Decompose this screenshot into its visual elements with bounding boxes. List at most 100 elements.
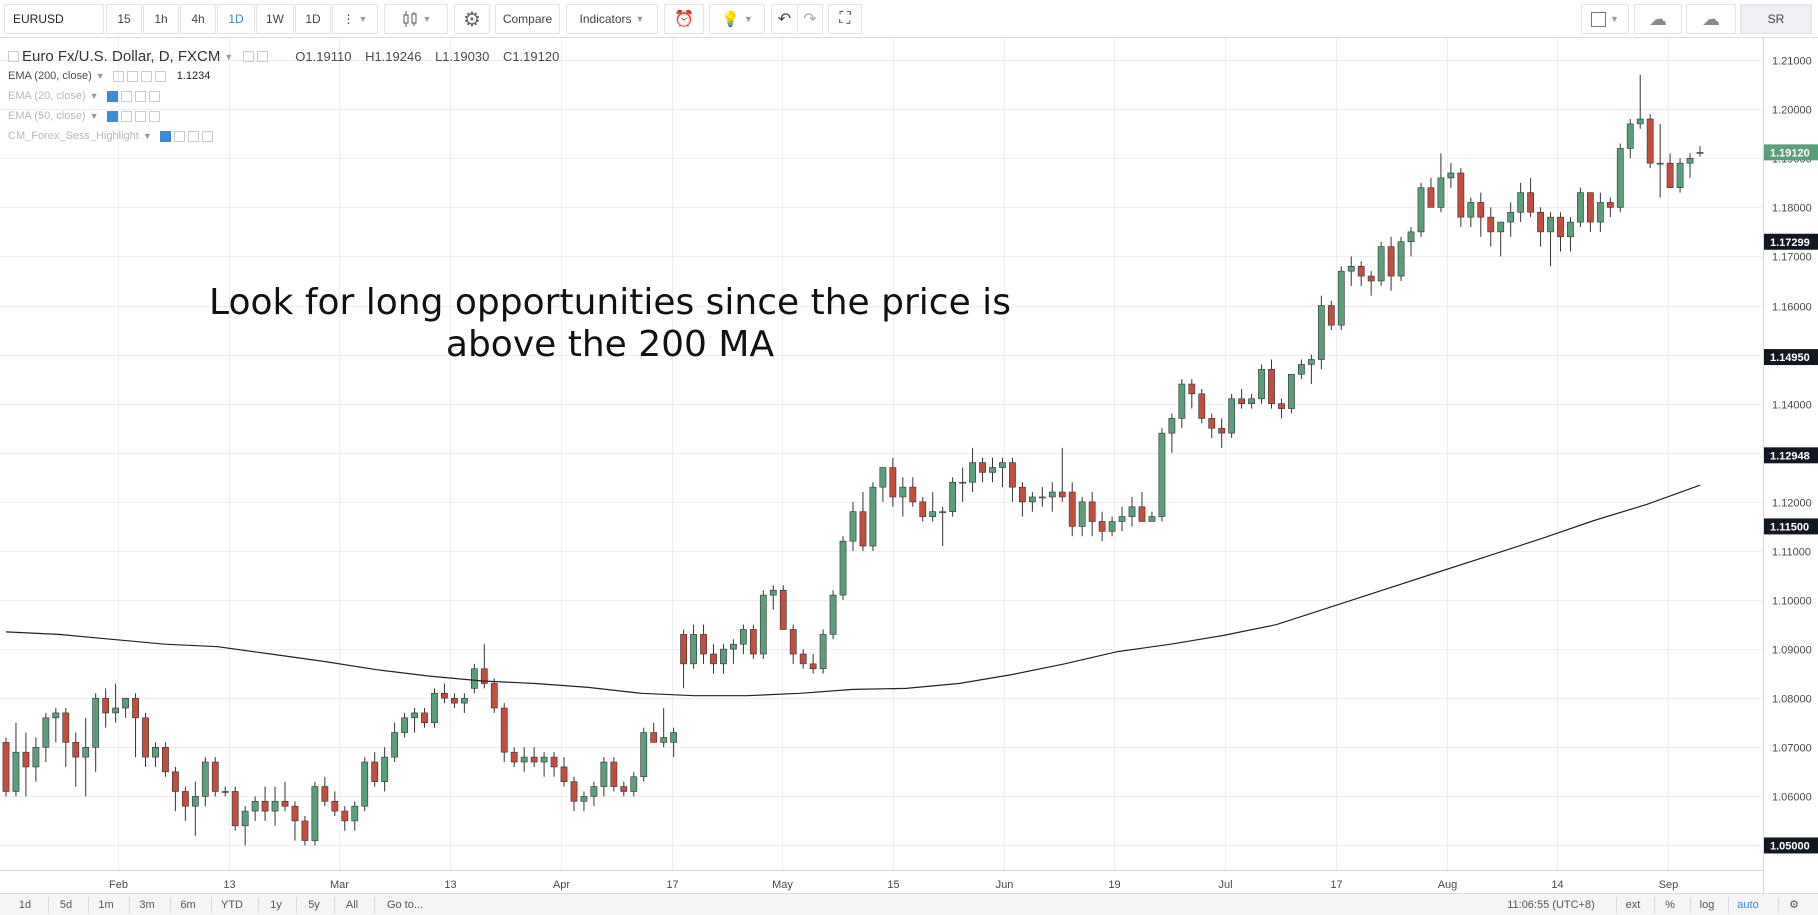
- indicator-row-ema-200[interactable]: EMA (200, close) ▼ 1.1234: [8, 70, 210, 82]
- interval-1w[interactable]: 1W: [256, 4, 294, 34]
- chart-properties-button[interactable]: ⚙: [1778, 897, 1809, 913]
- candle-body: [1337, 270, 1345, 326]
- chevron-down-icon[interactable]: ▼: [89, 91, 99, 101]
- candle: [1048, 482, 1056, 512]
- plus-icon[interactable]: [134, 90, 146, 102]
- range-1m[interactable]: 1m: [88, 897, 123, 913]
- close-icon[interactable]: [201, 130, 213, 142]
- alert-button[interactable]: ⏰: [664, 4, 704, 34]
- eye-icon[interactable]: [106, 90, 118, 102]
- indicator-row-ema-50[interactable]: EMA (50, close) ▼: [8, 110, 163, 122]
- interval-1d-custom[interactable]: 1D: [295, 4, 331, 34]
- range-all[interactable]: All: [334, 897, 369, 913]
- candle-body: [1038, 496, 1046, 499]
- candle: [271, 786, 279, 826]
- series-legend-row[interactable]: Euro Fx/U.S. Dollar, D, FXCM ▼ O1.19110 …: [8, 48, 559, 65]
- price-chart[interactable]: 1.05000 1.06000 1.07000 1.08000 1.09000 1.100…: [0, 38, 1818, 893]
- candle: [1268, 359, 1275, 409]
- eye-icon[interactable]: [106, 110, 118, 122]
- chevron-down-icon[interactable]: ▼: [95, 71, 105, 81]
- candle: [1298, 359, 1305, 380]
- chevron-down-icon[interactable]: ▼: [142, 131, 152, 141]
- settings-small-icon[interactable]: [126, 70, 138, 82]
- user-menu-button[interactable]: SR: [1740, 4, 1812, 34]
- settings-button[interactable]: ⚙: [454, 4, 490, 34]
- extended-hours-toggle[interactable]: ext: [1616, 897, 1649, 913]
- range-ytd[interactable]: YTD: [211, 897, 252, 913]
- indicator-label: CM_Forex_Sess_Highlight: [8, 130, 139, 142]
- candle-body: [989, 467, 996, 473]
- plus-icon[interactable]: [134, 110, 146, 122]
- goto-date-button[interactable]: Go to...: [374, 897, 435, 913]
- percent-scale-toggle[interactable]: %: [1654, 897, 1685, 913]
- close-icon[interactable]: [154, 70, 166, 82]
- candle: [1656, 123, 1664, 198]
- plus-icon[interactable]: [140, 70, 152, 82]
- range-5d[interactable]: 5d: [48, 897, 83, 913]
- range-1y[interactable]: 1y: [258, 897, 293, 913]
- ohlc-close: C1.19120: [502, 49, 560, 64]
- candle-body: [700, 634, 707, 655]
- close-icon[interactable]: [148, 110, 160, 122]
- more-intervals-button[interactable]: ⋮ ▼: [332, 4, 378, 34]
- y-tick-label: 1.08000: [1772, 694, 1812, 706]
- fullscreen-icon: ⛶: [839, 10, 851, 27]
- candle: [799, 649, 807, 669]
- load-chart-button[interactable]: ☁: [1634, 4, 1682, 34]
- range-3m[interactable]: 3m: [129, 897, 164, 913]
- range-1d[interactable]: 1d: [18, 899, 32, 911]
- redo-button[interactable]: ↷: [797, 4, 823, 34]
- interval-1d[interactable]: 1D: [217, 4, 255, 34]
- indicator-value: 1.1234: [176, 70, 211, 82]
- candle-body: [102, 697, 110, 714]
- x-tick-label: Jun: [996, 879, 1014, 891]
- eye-icon[interactable]: [112, 70, 124, 82]
- eye-icon[interactable]: [159, 130, 171, 142]
- interval-4h[interactable]: 4h: [180, 4, 216, 34]
- layout-button[interactable]: ▼: [1581, 4, 1629, 34]
- candle-body: [1477, 202, 1485, 218]
- auto-scale-toggle[interactable]: auto: [1728, 897, 1767, 913]
- candle-body: [1268, 369, 1275, 404]
- candle-body: [999, 462, 1006, 468]
- candle: [530, 747, 538, 767]
- settings-small-icon[interactable]: [120, 90, 132, 102]
- time-axis[interactable]: Feb 13 Mar 13 Apr 17 May 15 Jun 19 Jul 17 Aug 14 Sep: [109, 879, 1678, 891]
- collapse-legend-icon[interactable]: [8, 51, 19, 62]
- chevron-down-icon[interactable]: ▼: [224, 51, 234, 62]
- undo-button[interactable]: ↶: [771, 4, 797, 34]
- ideas-button[interactable]: 💡 ▼: [709, 4, 765, 34]
- price-marker-label: 1.14950: [1764, 349, 1818, 366]
- indicator-row-forex-sessions[interactable]: CM_Forex_Sess_Highlight ▼: [8, 130, 216, 142]
- price-axis[interactable]: 1.05000 1.06000 1.07000 1.08000 1.09000 1.100…: [1772, 56, 1812, 853]
- candle: [1377, 241, 1385, 286]
- candle-body: [82, 746, 90, 758]
- redo-icon: ↷: [803, 11, 817, 28]
- candle: [949, 477, 957, 517]
- indicator-row-ema-20[interactable]: EMA (20, close) ▼: [8, 90, 163, 102]
- candle-body: [1616, 148, 1624, 208]
- settings-small-icon[interactable]: [120, 110, 132, 122]
- ohlc-high: H1.19246: [365, 49, 422, 64]
- range-5y[interactable]: 5y: [296, 897, 331, 913]
- candle: [839, 536, 847, 601]
- log-scale-toggle[interactable]: log: [1690, 897, 1723, 913]
- chart-style-button[interactable]: ▼: [384, 4, 448, 34]
- symbol-search-input[interactable]: EURUSD: [4, 4, 104, 34]
- settings-small-icon[interactable]: [173, 130, 185, 142]
- interval-15[interactable]: 15: [106, 4, 142, 34]
- compare-button[interactable]: Compare: [495, 4, 560, 34]
- chevron-down-icon[interactable]: ▼: [89, 111, 99, 121]
- indicators-label: Indicators: [579, 12, 632, 26]
- fullscreen-button[interactable]: ⛶: [828, 4, 862, 34]
- settings-small-icon[interactable]: [257, 51, 269, 62]
- eye-icon[interactable]: [243, 51, 255, 62]
- candle-body: [391, 732, 399, 758]
- range-6m[interactable]: 6m: [170, 897, 205, 913]
- candle: [1586, 192, 1594, 232]
- interval-1h[interactable]: 1h: [143, 4, 179, 34]
- indicators-button[interactable]: Indicators ▼: [566, 4, 658, 34]
- save-chart-button[interactable]: ☁: [1686, 4, 1736, 34]
- close-icon[interactable]: [148, 90, 160, 102]
- plus-icon[interactable]: [187, 130, 199, 142]
